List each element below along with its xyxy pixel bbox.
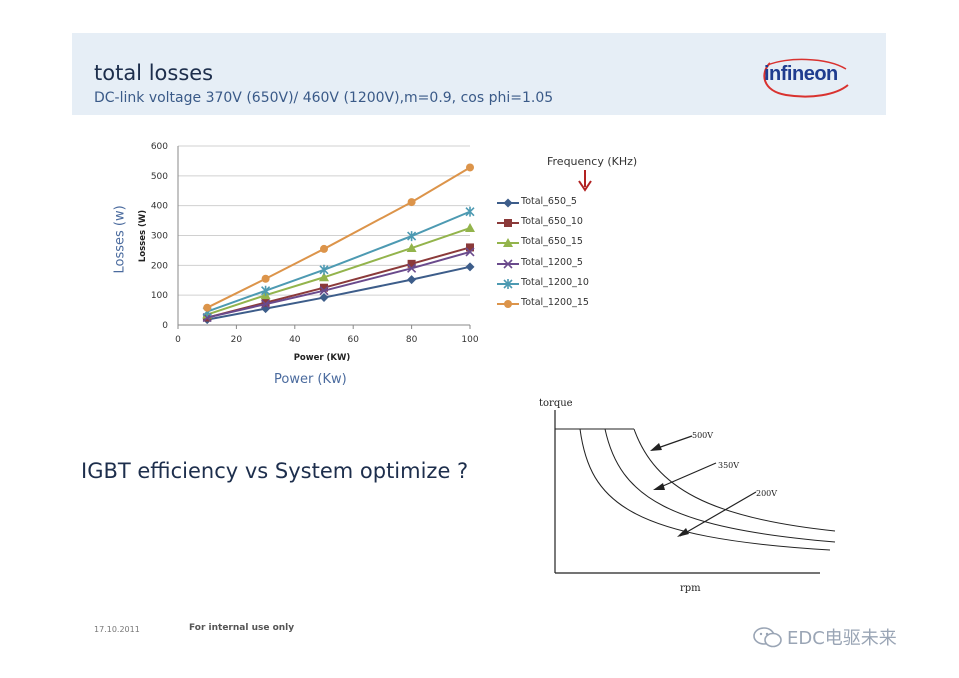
data-point-Total_1200_10 [319, 264, 329, 275]
data-point-Total_1200_10 [407, 231, 417, 242]
series-line-Total_650_10 [206, 246, 471, 319]
x-tick-label: 60 [347, 335, 359, 345]
power-side-label: Power (Kw) [274, 372, 347, 387]
y-tick-label: 100 [151, 291, 168, 301]
footer-note: For internal use only [189, 623, 295, 633]
down-arrow-icon [578, 170, 592, 192]
legend-swatch-icon [497, 198, 519, 208]
curve-500v [633, 428, 836, 532]
torque-rpm-diagram: torque rpm 500V 350V 200V [539, 398, 836, 594]
y-tick-label: 300 [151, 232, 168, 242]
y-tick-label: 0 [162, 321, 168, 331]
legend-swatch-icon [497, 258, 519, 269]
data-point-Total_650_15 [406, 243, 417, 253]
legend-label: Total_1200_15 [521, 296, 589, 308]
footer-date: 17.10.2011 [94, 625, 140, 634]
x-axis-title: Power (KW) [294, 353, 351, 363]
data-point-Total_1200_10 [465, 206, 475, 217]
series-line-Total_650_5 [207, 265, 471, 321]
legend-swatch-marker [503, 258, 513, 269]
data-point-Total_1200_15 [320, 244, 328, 253]
logo-text: infineon [764, 63, 838, 85]
y-tick-label: 500 [151, 172, 168, 182]
data-point-Total_1200_5 [261, 299, 271, 309]
watermark-text: EDC电驱未来 [787, 628, 897, 649]
curve-200v [579, 428, 831, 551]
frequency-label: Frequency (KHz) [547, 155, 638, 168]
data-point-Total_650_5 [407, 275, 417, 285]
slide-subtitle: DC-link voltage 370V (650V)/ 460V (1200V… [94, 90, 554, 106]
curve-350v [604, 428, 836, 543]
x-tick-label: 80 [406, 335, 418, 345]
label-500v: 500V [692, 431, 713, 440]
data-point-Total_1200_15 [203, 303, 212, 312]
legend-swatch-marker [504, 219, 512, 228]
data-point-Total_650_10 [261, 298, 270, 307]
data-point-Total_1200_15 [407, 198, 416, 207]
slide-header: total losses DC-link voltage 370V (650V)… [72, 33, 886, 115]
legend-swatch-icon [497, 238, 519, 248]
data-point-Total_1200_5 [319, 286, 329, 296]
question-text: IGBT efficiency vs System optimize ? [81, 459, 469, 483]
losses-side-label: Losses (w) [112, 205, 128, 274]
y-axis-title: Losses (W) [138, 210, 148, 262]
data-point-Total_650_5 [465, 262, 475, 272]
legend-label: Total_1200_10 [521, 276, 589, 288]
data-point-Total_1200_10 [261, 285, 271, 296]
legend-swatch-icon [497, 278, 519, 289]
data-point-Total_1200_5 [407, 263, 417, 273]
x-tick-label: 100 [461, 335, 478, 345]
logo-swoosh-icon [763, 58, 849, 98]
data-point-Total_650_10 [320, 283, 328, 292]
legend-label: Total_650_10 [521, 216, 583, 228]
torque-label: torque [539, 398, 573, 409]
legend-label: Total_650_5 [521, 196, 577, 207]
label-350v: 350V [718, 461, 739, 470]
data-point-Total_1200_5 [465, 247, 475, 257]
x-tick-label: 0 [175, 335, 181, 345]
series-line-Total_1200_10 [206, 210, 471, 313]
legend-label: Total_1200_5 [521, 256, 583, 268]
data-point-Total_650_15 [319, 272, 329, 282]
legend-label: Total_650_15 [521, 236, 583, 248]
legend-swatch-marker [503, 198, 513, 208]
label-200v: 200V [756, 489, 777, 498]
data-point-Total_650_10 [407, 259, 416, 268]
rpm-label: rpm [680, 583, 701, 594]
data-point-Total_1200_15 [261, 274, 270, 283]
wechat-icon [753, 627, 782, 648]
legend-swatch-marker [504, 299, 512, 308]
data-point-Total_650_10 [466, 243, 474, 252]
x-tick-label: 40 [289, 335, 301, 345]
y-tick-label: 400 [151, 202, 168, 212]
legend-swatch-marker [503, 238, 513, 248]
data-point-Total_1200_15 [466, 163, 474, 172]
data-point-Total_650_15 [465, 223, 475, 233]
slide-title: total losses [94, 61, 214, 85]
y-tick-label: 200 [151, 261, 168, 271]
data-point-Total_650_5 [319, 293, 329, 303]
legend-swatch-marker [503, 278, 513, 289]
y-tick-label: 600 [151, 142, 168, 152]
infineon-logo: infineon [756, 55, 852, 99]
legend-swatch-icon [497, 299, 519, 308]
legend-swatch-icon [497, 219, 519, 228]
x-tick-label: 20 [231, 335, 243, 345]
